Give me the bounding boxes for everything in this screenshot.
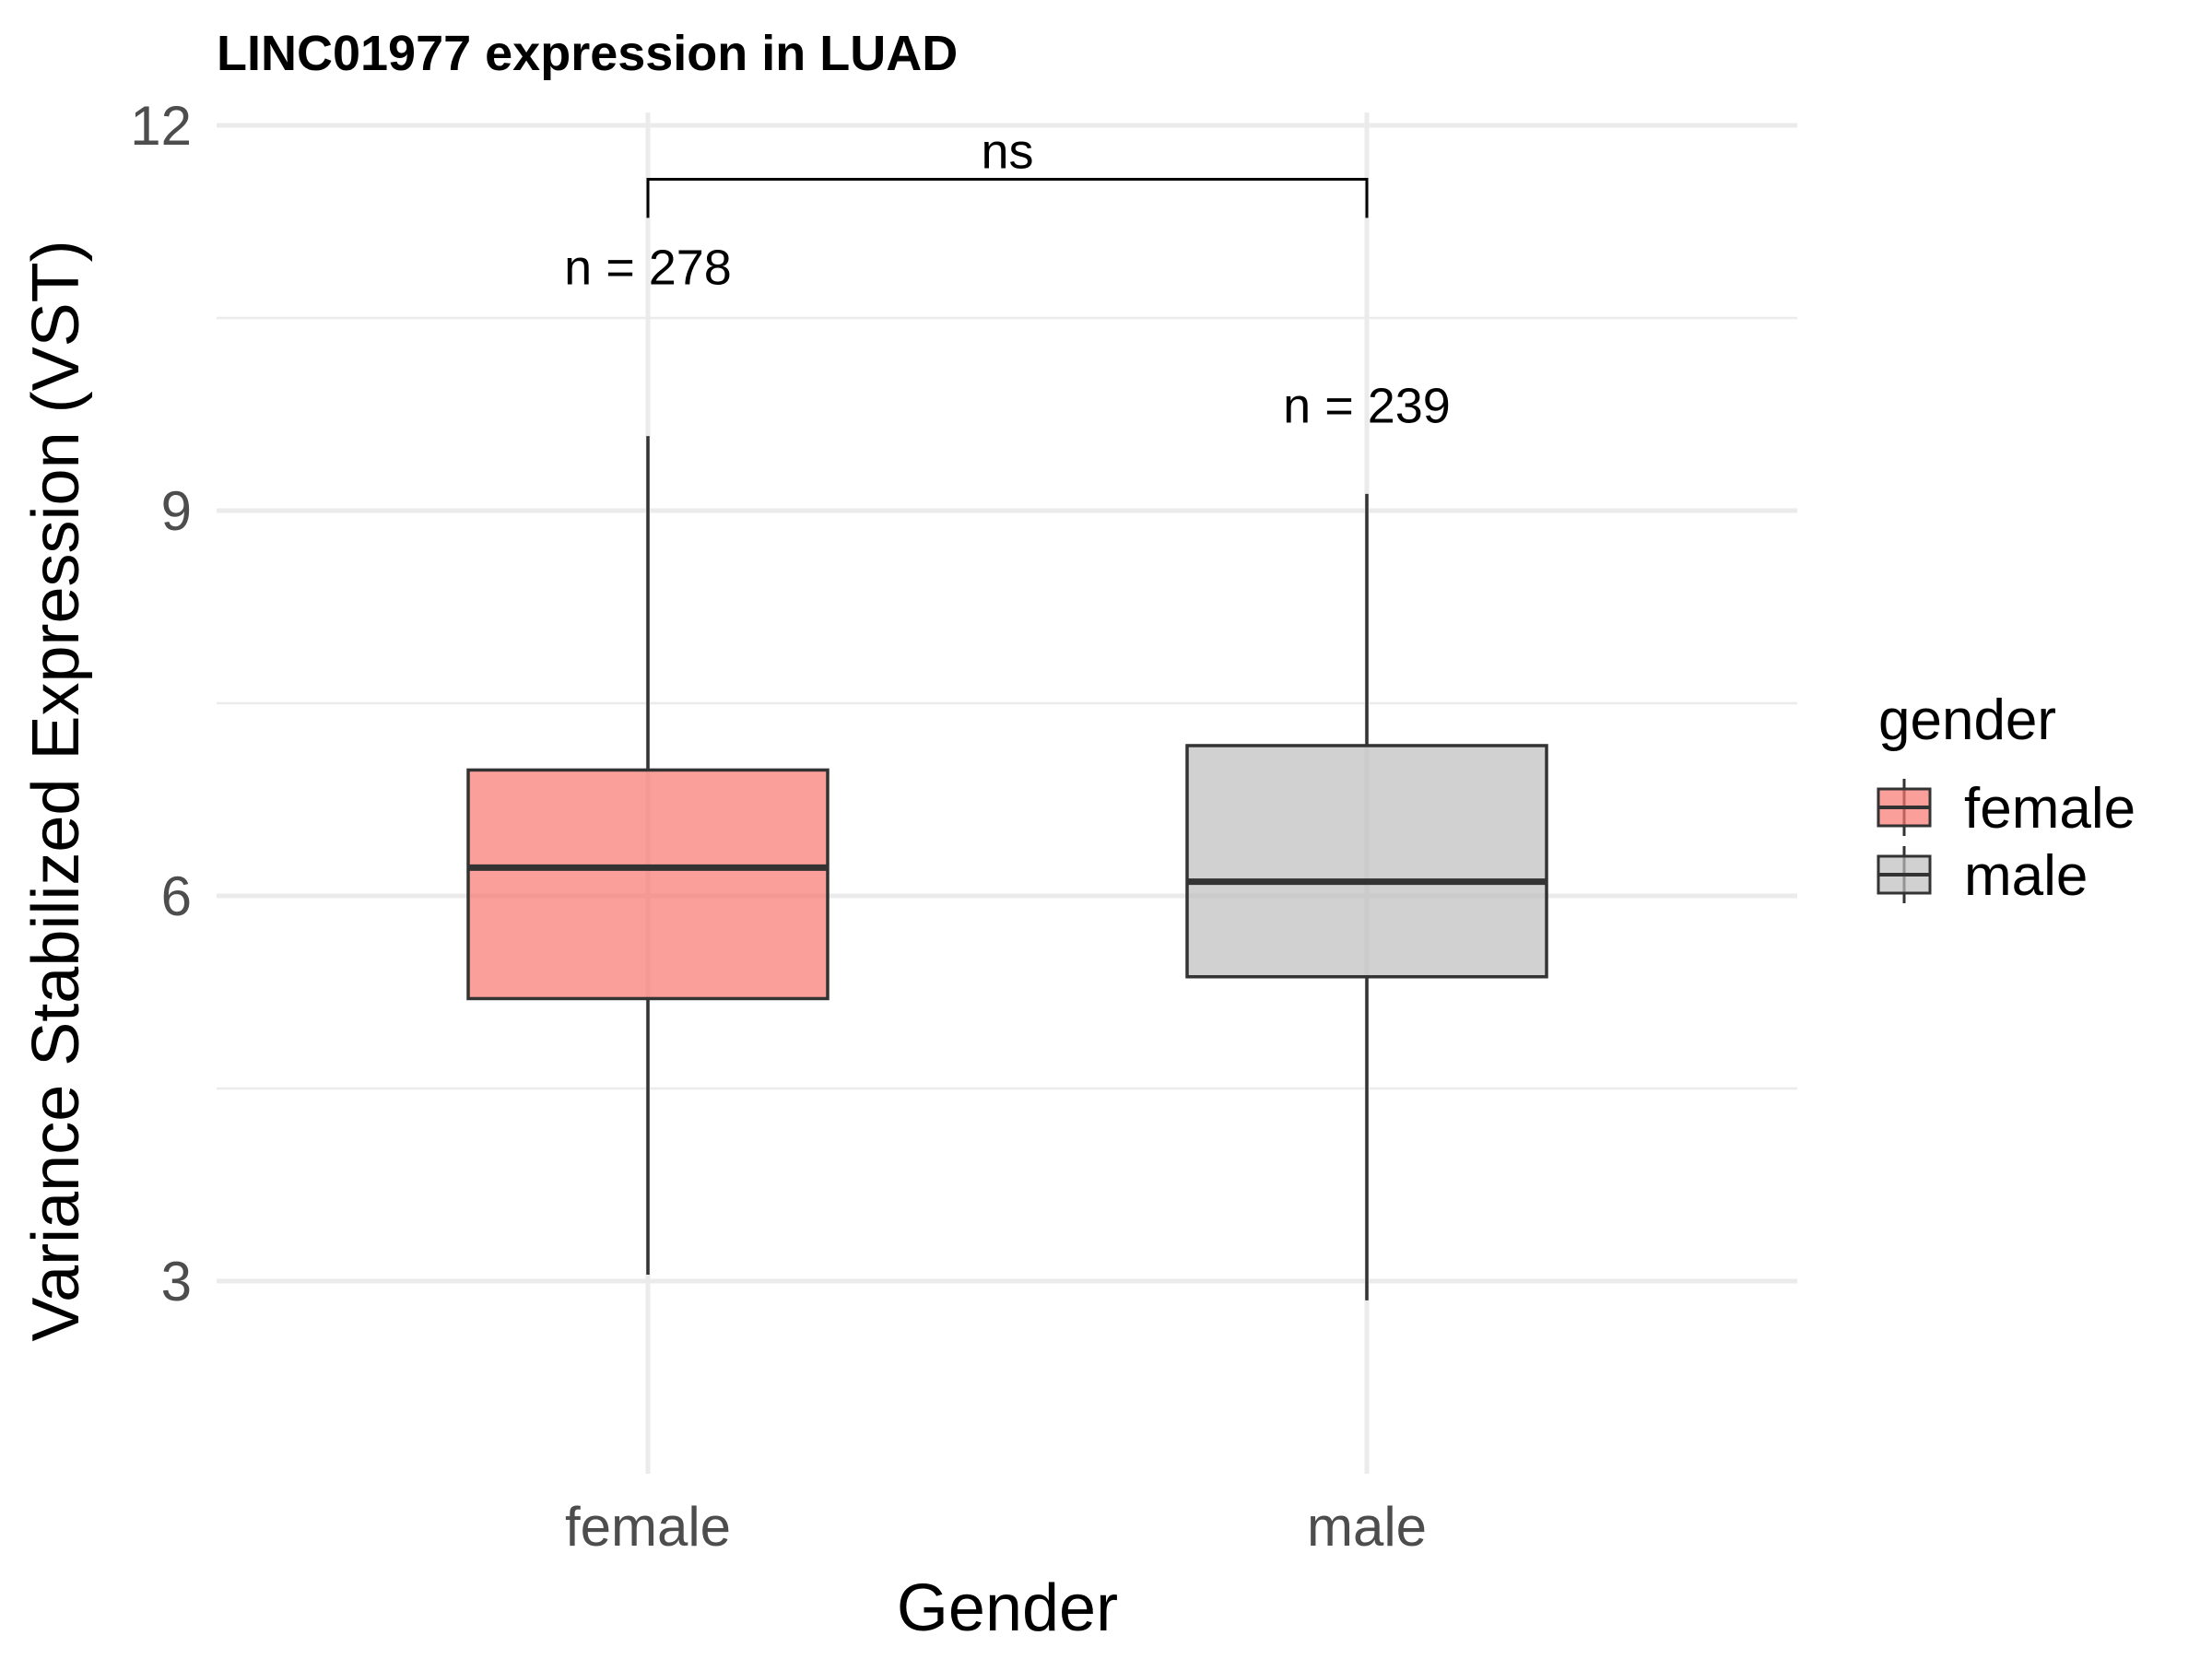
significance-bracket: ns [646, 124, 1369, 218]
x-tick-label: male [1307, 1496, 1427, 1558]
sample-size-label: n = 278 [564, 240, 732, 295]
legend-title: gender [1878, 688, 2056, 752]
x-tick-labels: female male [565, 1496, 1427, 1558]
bracket-line [646, 178, 1369, 218]
legend-item-male: male [1877, 844, 2088, 908]
y-tick-label: 12 [130, 95, 192, 157]
grid [217, 112, 1797, 1474]
box-iqr [466, 768, 830, 1001]
box-male: n = 239 [1185, 379, 1548, 1300]
legend-label: female [1964, 777, 2136, 841]
box-female: n = 278 [466, 240, 830, 1276]
y-tick-labels: 3 6 9 12 [130, 95, 192, 1312]
box-iqr [1185, 744, 1548, 979]
x-tick-label: female [565, 1496, 731, 1558]
y-tick-label: 3 [161, 1251, 192, 1312]
y-axis-title: Variance Stabilized Expression (VST) [19, 240, 93, 1341]
sample-size-label: n = 239 [1283, 379, 1451, 434]
boxes: n = 278 n = 239 [466, 240, 1548, 1300]
legend-label: male [1964, 844, 2088, 908]
y-tick-label: 9 [161, 480, 192, 542]
y-tick-label: 6 [161, 865, 192, 927]
significance-label: ns [981, 124, 1033, 180]
chart-title: LINC01977 expression in LUAD [217, 26, 958, 81]
legend-item-female: female [1877, 777, 2136, 841]
x-axis-title: Gender [897, 1571, 1118, 1645]
